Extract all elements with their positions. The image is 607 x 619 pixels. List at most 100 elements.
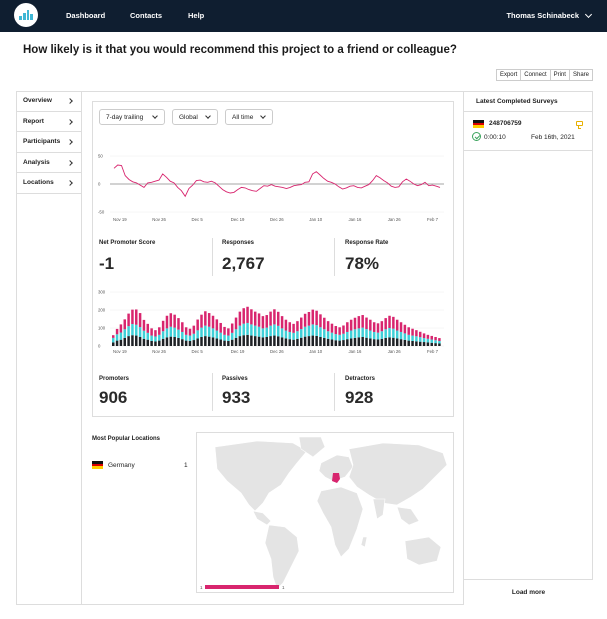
bar-segment-detractors [399, 322, 403, 332]
bar-segment-detractors [342, 325, 345, 334]
bar-segment-detractors [372, 322, 376, 332]
x-tick-label: Nov 19 [113, 349, 127, 354]
locations-title: Most Popular Locations [92, 436, 161, 442]
bar-segment-detractors [154, 330, 157, 337]
bar-segment-promoters [323, 337, 326, 346]
bar-segment-detractors [219, 322, 222, 333]
bar-segment-promoters [127, 336, 130, 346]
survey-date: Feb 16th, 2021 [531, 134, 575, 141]
bar-segment-detractors [418, 331, 422, 338]
bar-segment-passives [154, 336, 157, 342]
survey-duration: 0:00:10 [484, 134, 506, 141]
bar-segment-detractors [138, 313, 142, 328]
bar-segment-promoters [365, 337, 368, 346]
bar-segment-promoters [288, 339, 291, 346]
sidebar-item-report[interactable]: Report [16, 112, 81, 132]
nav-help[interactable]: Help [188, 11, 205, 20]
bar-segment-promoters [211, 337, 215, 346]
bar-segment-promoters [192, 340, 196, 346]
region-select[interactable]: Global [172, 109, 218, 125]
x-tick-label: Jan 10 [309, 217, 323, 222]
bar-segment-detractors [361, 315, 364, 328]
bar-segment-detractors [403, 324, 407, 334]
bar-segment-passives [138, 327, 142, 337]
nav-dashboard[interactable]: Dashboard [66, 11, 106, 20]
bar-segment-detractors [131, 309, 134, 325]
bar-segment-promoters [399, 339, 403, 346]
bar-segment-promoters [403, 339, 407, 346]
bar-segment-passives [257, 326, 261, 337]
print-button[interactable]: Print [549, 69, 570, 81]
bar-segment-passives [261, 328, 265, 338]
bar-segment-passives [326, 331, 330, 339]
sidebar-item-label: Report [23, 117, 44, 125]
bar-segment-detractors [380, 321, 384, 332]
map-india [372, 498, 386, 520]
bar-segment-promoters [411, 340, 414, 346]
sidebar-item-locations[interactable]: Locations [16, 173, 81, 194]
x-tick-label: Jan 16 [349, 217, 363, 222]
bar-segment-promoters [369, 338, 372, 346]
y-tick-label: 50 [98, 154, 103, 159]
world-map[interactable]: 1 1 [196, 432, 454, 593]
connect-button[interactable]: Connect [520, 69, 551, 81]
bar-segment-detractors [204, 311, 207, 326]
bar-segment-detractors [234, 317, 238, 330]
sidebar-item-label: Analysis [23, 158, 50, 166]
bar-segment-passives [280, 328, 284, 338]
user-menu[interactable]: Thomas Schinabeck [506, 11, 579, 20]
bar-segment-detractors [369, 319, 372, 331]
x-tick-label: Dec 19 [231, 217, 245, 222]
trailing-select[interactable]: 7-day trailing [99, 109, 165, 125]
comment-icon[interactable] [576, 121, 583, 129]
x-tick-label: Dec 26 [270, 349, 284, 354]
bar-segment-detractors [184, 327, 188, 335]
bar-segment-promoters [303, 336, 307, 346]
app-logo[interactable] [14, 3, 38, 27]
location-name: Germany [108, 462, 135, 469]
sidebar-item-label: Overview [23, 97, 52, 105]
bar-segment-promoters [158, 340, 161, 346]
sidebar-item-participants[interactable]: Participants [16, 132, 81, 153]
location-count: 1 [184, 462, 188, 469]
bar-segment-passives [238, 325, 242, 337]
bar-segment-passives [150, 335, 153, 341]
map-central-america [252, 510, 272, 526]
nav-contacts[interactable]: Contacts [130, 11, 163, 20]
bar-segment-passives [277, 325, 280, 337]
bar-segment-passives [315, 325, 318, 336]
y-tick-label: 200 [98, 308, 106, 313]
bar-segment-detractors [127, 313, 130, 327]
bar-segment-passives [357, 328, 361, 338]
nps-label: Net Promoter Score [99, 240, 156, 246]
bar-segment-detractors [296, 321, 299, 332]
bar-segment-passives [415, 336, 418, 342]
bar-segment-detractors [330, 323, 334, 333]
chevron-down-icon [205, 113, 211, 119]
chevron-right-icon [67, 180, 73, 186]
bar-segment-passives [192, 333, 196, 341]
bar-segment-passives [349, 330, 353, 339]
bar-segment-passives [211, 328, 215, 338]
bar-segment-promoters [131, 335, 134, 346]
bar-segment-promoters [119, 339, 123, 346]
range-select[interactable]: All time [225, 109, 273, 125]
sidebar-item-overview[interactable]: Overview [16, 91, 81, 112]
bar-segment-detractors [303, 313, 307, 327]
export-button[interactable]: Export [495, 69, 522, 81]
load-more-button[interactable]: Load more [464, 579, 593, 605]
bar-segment-passives [207, 326, 211, 337]
bar-segment-detractors [438, 338, 441, 341]
chevron-down-icon[interactable] [584, 10, 593, 19]
bar-segment-detractors [384, 318, 387, 330]
x-tick-label: Dec 26 [270, 217, 284, 222]
bar-segment-detractors [142, 319, 146, 331]
survey-id[interactable]: 248706759 [489, 120, 522, 127]
map-africa [316, 486, 364, 558]
bar-segment-detractors [300, 317, 303, 330]
bar-segment-detractors [150, 328, 153, 336]
sidebar-item-analysis[interactable]: Analysis [16, 153, 81, 173]
bar-segment-detractors [292, 323, 295, 333]
share-button[interactable]: Share [568, 69, 593, 81]
bar-segment-passives [376, 332, 380, 340]
